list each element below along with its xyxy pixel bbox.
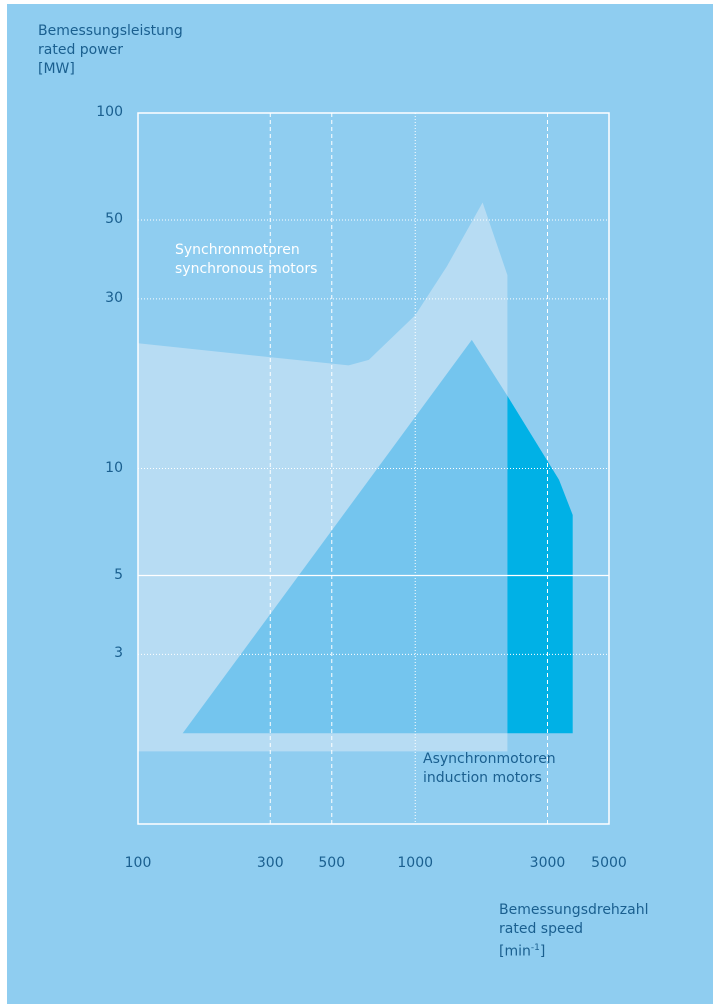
- chart-panel: Bemessungsleistung rated power [MW] Beme…: [7, 4, 713, 1004]
- x-tick-label-1000: 1000: [397, 855, 434, 871]
- x-axis-label-unit: [min-1]: [499, 943, 546, 960]
- y-axis-label-german: Bemessungsleistung: [38, 23, 183, 39]
- chart-canvas: [7, 4, 713, 1004]
- y-axis-label-english: rated power: [38, 42, 124, 58]
- y-tick-label-50: 50: [105, 211, 123, 228]
- area-series-3: [507, 395, 573, 734]
- x-tick-label-300: 300: [256, 855, 284, 871]
- x-tick-label-3000: 3000: [529, 855, 566, 871]
- x-tick-label-500: 500: [318, 855, 346, 871]
- x-tick-label-100: 100: [124, 855, 152, 871]
- y-tick-label-10: 10: [105, 459, 123, 476]
- y-tick-label-3: 3: [114, 645, 123, 662]
- induction-region-label: Asynchronmotoren induction motors: [423, 750, 556, 788]
- y-axis-label-unit: [MW]: [38, 61, 75, 77]
- y-axis-label: Bemessungsleistung rated power [MW]: [38, 22, 183, 79]
- induction-label-english: induction motors: [423, 770, 542, 786]
- x-tick-label-5000: 5000: [591, 855, 627, 871]
- synchronous-label-german: Synchronmotoren: [175, 242, 300, 258]
- y-tick-label-100: 100: [96, 104, 123, 120]
- y-tick-label-5: 5: [114, 566, 123, 583]
- induction-label-german: Asynchronmotoren: [423, 751, 556, 767]
- synchronous-label-english: synchronous motors: [175, 261, 318, 277]
- x-axis-label: Bemessungsdrehzahl rated speed [min-1]: [499, 901, 649, 962]
- area-series-2: [182, 339, 508, 734]
- grid-lines: [138, 113, 609, 824]
- synchronous-region-label: Synchronmotoren synchronous motors: [175, 241, 317, 279]
- y-tick-label-30: 30: [105, 289, 123, 306]
- x-axis-label-english: rated speed: [499, 921, 584, 937]
- x-axis-label-german: Bemessungsdrehzahl: [499, 902, 649, 918]
- plot-frame: [137, 112, 610, 825]
